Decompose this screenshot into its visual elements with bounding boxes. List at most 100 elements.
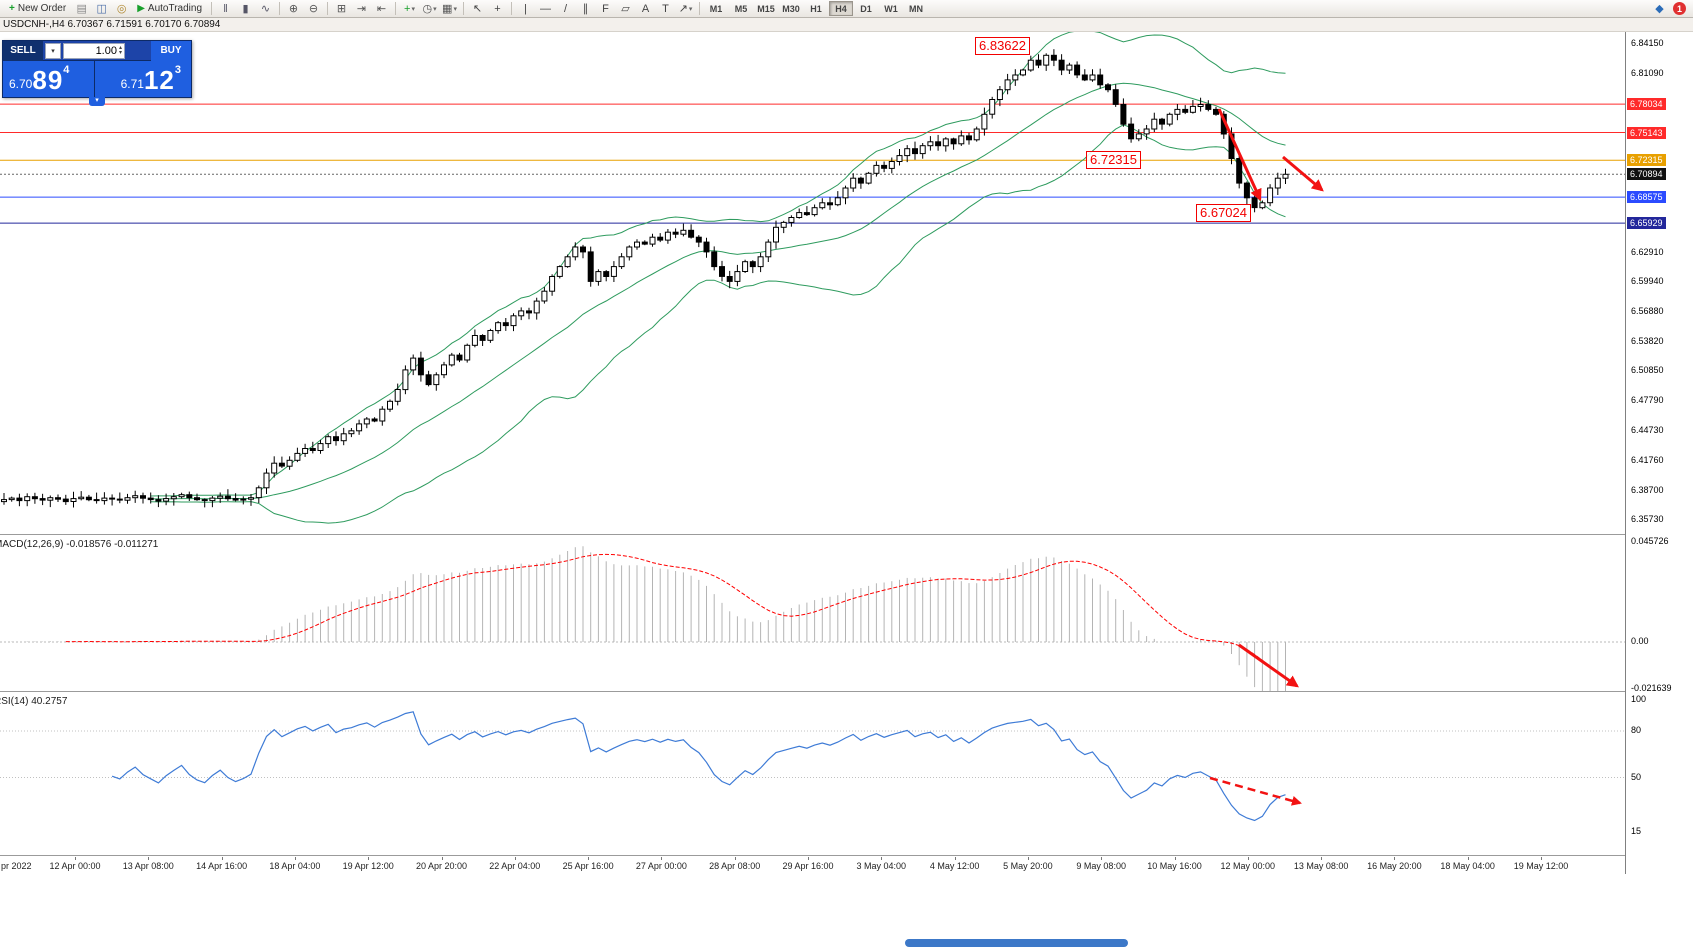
periods-icon: ◷: [422, 2, 433, 15]
timeframe-d1-button[interactable]: D1: [860, 3, 872, 14]
buy-button[interactable]: BUY: [151, 40, 191, 61]
templates-icon[interactable]: ▦ ▾: [440, 1, 459, 17]
panel-separator[interactable]: [0, 534, 1693, 535]
auto-scroll-icon: ⇥: [356, 2, 367, 15]
price-line-tag[interactable]: 6.65929: [1627, 217, 1666, 230]
sell-button[interactable]: SELL: [3, 40, 43, 61]
cursor-icon[interactable]: ↖: [468, 1, 487, 17]
vertical-line-icon: |: [524, 2, 527, 15]
time-axis-label: 10 May 16:00: [1147, 861, 1202, 871]
time-axis-tick: [294, 857, 296, 860]
time-axis-tick: [1027, 857, 1029, 860]
arrows-icon[interactable]: ↗ ▾: [676, 1, 695, 17]
label-icon: T: [662, 2, 669, 15]
axis-label: -0.021639: [1631, 683, 1672, 694]
buy-price-point: 3: [174, 64, 181, 76]
candlestick-chart-icon: ▮: [242, 2, 249, 15]
tile-windows-icon[interactable]: ⊞: [332, 1, 351, 17]
time-axis-label: 13 Apr 08:00: [122, 861, 174, 871]
auto-scroll-icon[interactable]: ⇥: [352, 1, 371, 17]
timeframe-m1-button[interactable]: M1: [709, 3, 723, 14]
time-axis-label: 28 Apr 08:00: [709, 861, 761, 871]
chart-shift-icon[interactable]: ⇤: [372, 1, 391, 17]
autotrading-icon: ▶: [137, 2, 145, 14]
time-axis-label: 19 May 12:00: [1513, 861, 1569, 871]
price-line-tag[interactable]: 6.78034: [1627, 98, 1666, 111]
arrows-icon: ↗: [678, 2, 688, 15]
order-type-dropdown[interactable]: ▾: [45, 42, 61, 59]
buy-price[interactable]: 6.71 12 3: [93, 61, 192, 97]
price-callout[interactable]: 6.67024: [1196, 204, 1251, 222]
price-chart-plot[interactable]: [0, 32, 1625, 534]
periods-icon[interactable]: ◷ ▾: [420, 1, 439, 17]
full-screen-icon[interactable]: ◎: [112, 1, 131, 17]
one-click-prices: 6.70 89 4 6.71 12 3: [3, 61, 191, 97]
text-icon[interactable]: A: [636, 1, 655, 17]
zoom-out-icon[interactable]: ⊖: [304, 1, 323, 17]
horizontal-line-icon[interactable]: —: [536, 1, 555, 17]
notification-badge: 1: [1673, 2, 1686, 15]
price-line-tag[interactable]: 6.72315: [1627, 154, 1666, 167]
axis-label: 6.56880: [1631, 306, 1664, 317]
bar-chart-icon[interactable]: ‖: [216, 1, 235, 17]
time-axis-tick: [1394, 857, 1396, 860]
print-preview-icon[interactable]: ◫: [92, 1, 111, 17]
price-line-tag[interactable]: 6.75143: [1627, 126, 1666, 139]
timeframe-mn-button[interactable]: MN: [909, 3, 924, 14]
fibonacci-icon[interactable]: F: [596, 1, 615, 17]
price-callout[interactable]: 6.83622: [975, 37, 1030, 55]
toolbar-separator: [699, 2, 701, 15]
new-order-button[interactable]: + New Order: [4, 1, 71, 17]
time-axis-label: 18 May 04:00: [1440, 861, 1495, 871]
axis-label: 6.53820: [1631, 336, 1664, 347]
community-icon: ◆: [1655, 2, 1664, 15]
axis-label: 0.00: [1631, 636, 1649, 646]
sell-price[interactable]: 6.70 89 4: [3, 61, 94, 97]
tile-windows-icon: ⊞: [336, 2, 347, 15]
notifications-icon[interactable]: 1: [1670, 1, 1689, 17]
trendline-icon[interactable]: /: [556, 1, 575, 17]
community-icon[interactable]: ◆: [1650, 1, 1669, 17]
timeframe-h1-button[interactable]: H1: [810, 3, 822, 14]
time-axis-tick: [75, 857, 76, 860]
crosshair-icon[interactable]: +: [488, 1, 507, 17]
volume-spinner[interactable]: ▴ ▾: [118, 44, 122, 56]
timeframe-m5-button[interactable]: M5: [734, 3, 748, 14]
zoom-in-icon[interactable]: ⊕: [284, 1, 303, 17]
horizontal-scrollbar-thumb[interactable]: [905, 939, 1128, 947]
volume-input[interactable]: 1.00 ▴ ▾: [63, 42, 125, 59]
rsi-panel-plot[interactable]: [0, 693, 1625, 855]
zoom-in-icon: ⊕: [288, 2, 299, 15]
line-chart-icon[interactable]: ∿: [256, 1, 275, 17]
print-icon[interactable]: ▤: [72, 1, 91, 17]
label-icon[interactable]: T: [656, 1, 675, 17]
autotrading-button[interactable]: ▶ AutoTrading: [132, 1, 207, 17]
axis-label: 6.84150: [1631, 38, 1664, 48]
channel-icon[interactable]: ∥: [576, 1, 595, 17]
time-axis-tick: [588, 857, 590, 860]
axis-label: 6.50850: [1631, 365, 1664, 376]
shapes-icon[interactable]: ▱: [616, 1, 635, 17]
spinner-up-icon[interactable]: ▴: [118, 44, 122, 51]
price-line-tag[interactable]: 6.70894: [1627, 168, 1666, 181]
candlestick-chart-icon[interactable]: ▮: [236, 1, 255, 17]
one-click-trading-panel: SELL ▾ 1.00 ▴ ▾ BUY 6.70 89 4 6.71 12 3 ▾: [2, 40, 192, 106]
timeframe-m15-button[interactable]: M15: [757, 3, 775, 14]
zoom-out-icon: ⊖: [308, 2, 319, 15]
timeframe-w1-button[interactable]: W1: [884, 3, 898, 14]
cursor-icon: ↖: [472, 2, 483, 15]
axis-label: 100: [1631, 694, 1647, 704]
panel-separator[interactable]: [0, 855, 1693, 856]
panel-separator[interactable]: [0, 691, 1693, 692]
collapse-panel-icon[interactable]: ▾: [89, 97, 105, 106]
price-callout[interactable]: 6.72315: [1086, 151, 1141, 169]
timeframe-h4-button[interactable]: H4: [829, 1, 854, 16]
vertical-line-icon[interactable]: |: [516, 1, 535, 17]
timeframe-m30-button[interactable]: M30: [782, 3, 800, 14]
macd-panel-plot[interactable]: [0, 536, 1625, 691]
spinner-down-icon[interactable]: ▾: [118, 49, 122, 56]
price-line-tag[interactable]: 6.68575: [1627, 191, 1666, 204]
indicators-icon[interactable]: + ▾: [400, 1, 419, 17]
time-axis-label: 14 Apr 16:00: [196, 861, 248, 871]
